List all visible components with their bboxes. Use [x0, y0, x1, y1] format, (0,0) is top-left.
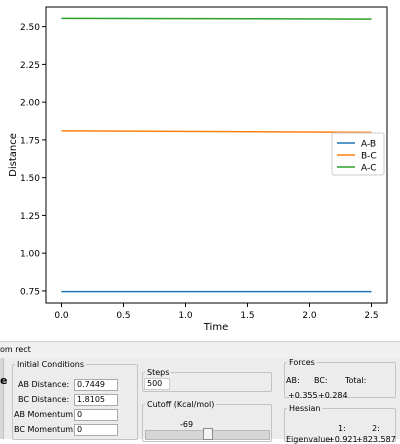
- steps-field[interactable]: 500: [144, 378, 170, 390]
- forces-bc-value: +0.284: [318, 391, 348, 400]
- series-line-a-c: [61, 17, 372, 20]
- status-text: om rect: [0, 345, 31, 354]
- y-tick-label-1: 1.00: [20, 250, 40, 260]
- y-tick-label-0: 0.75: [20, 287, 40, 297]
- y-tick-label-4: 1.75: [20, 136, 40, 146]
- y-axis-label: Distance: [8, 133, 19, 177]
- forces-bc-label: BC:: [314, 376, 328, 385]
- ab-distance-field[interactable]: 0.7449: [74, 379, 118, 391]
- cutoff-value: -69: [180, 420, 194, 429]
- control-panel: e Initial Conditions AB Distance: 0.7449…: [0, 358, 400, 444]
- eigenvalue-label: Eigenvalue:: [286, 435, 333, 444]
- ab-distance-label: AB Distance:: [18, 380, 70, 389]
- steps-group: Steps: [142, 368, 272, 392]
- hessian-col2: 2:: [372, 424, 380, 433]
- bc-distance-label: BC Distance:: [18, 395, 70, 404]
- forces-group: Forces: [284, 358, 396, 398]
- series-line-b-c: [61, 130, 372, 134]
- x-tick-label-1: 0.5: [116, 311, 130, 321]
- ab-momentum-label: AB Momentum:: [14, 410, 76, 419]
- legend: A-B B-C A-C: [331, 132, 385, 176]
- eigenvalue-2: +823.587: [356, 435, 396, 444]
- plot-area: [45, 6, 388, 304]
- hessian-title: Hessian: [289, 404, 321, 413]
- y-tick-label-2: 1.25: [20, 212, 40, 222]
- x-tick-label-5: 2.5: [364, 311, 378, 321]
- eigenvalue-1: +0.921: [328, 435, 358, 444]
- cutoff-slider-thumb[interactable]: [202, 428, 213, 440]
- y-tick-label-7: 2.50: [20, 23, 40, 33]
- bc-momentum-label: BC Momentum:: [14, 425, 76, 434]
- steps-title: Steps: [147, 368, 170, 377]
- left-panel-edge: [0, 358, 4, 439]
- y-tick-label-5: 2.00: [20, 99, 40, 109]
- legend-label-a-b: A-B: [361, 140, 376, 150]
- hessian-col1: 1:: [338, 424, 346, 433]
- legend-label-b-c: B-C: [361, 152, 377, 162]
- initial-conditions-title: Initial Conditions: [17, 360, 85, 369]
- y-tick-label-3: 1.50: [20, 174, 40, 184]
- distance-time-chart: 0.75 1.00 1.25 1.50 1.75 2.00 2.25 2.50 0.0 0.5 1…: [8, 6, 388, 333]
- forces-ab-value: +0.355: [288, 391, 318, 400]
- bc-distance-field[interactable]: 1.8105: [74, 394, 118, 406]
- status-strip: om rect: [0, 341, 400, 359]
- x-tick-label-2: 1.0: [178, 311, 193, 321]
- legend-label-a-c: A-C: [361, 164, 377, 174]
- ab-momentum-field[interactable]: 0: [74, 409, 118, 421]
- forces-total-label: Total:: [345, 376, 367, 385]
- forces-ab-label: AB:: [286, 376, 300, 385]
- x-axis-label: Time: [203, 322, 228, 333]
- y-tick-label-6: 2.25: [20, 61, 40, 71]
- x-tick-label-0: 0.0: [54, 311, 69, 321]
- left-stub-text: e: [0, 374, 8, 387]
- cutoff-title: Cutoff (Kcal/mol): [147, 400, 215, 409]
- bc-momentum-field[interactable]: 0: [74, 424, 118, 436]
- x-tick-label-4: 2.0: [302, 311, 317, 321]
- forces-title: Forces: [289, 358, 315, 367]
- x-tick-label-3: 1.5: [240, 311, 254, 321]
